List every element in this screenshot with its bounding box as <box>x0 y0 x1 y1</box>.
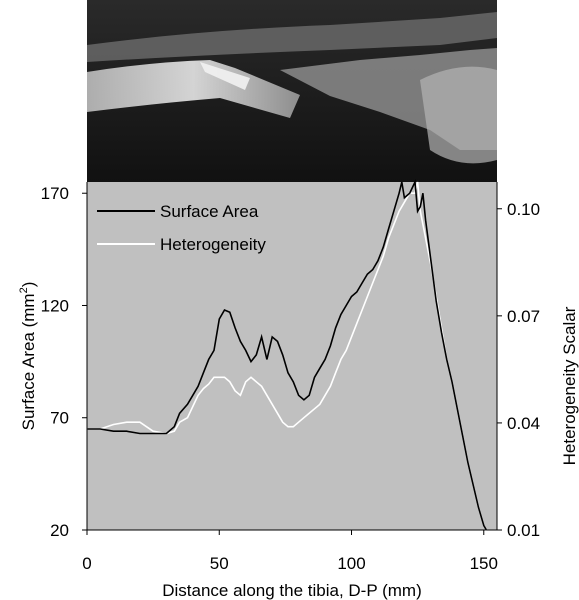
y-left-tick-label: 170 <box>41 184 69 203</box>
x-axis-label: Distance along the tibia, D-P (mm) <box>162 581 422 600</box>
y-axis-label-left-sup: 2 <box>18 287 30 293</box>
y-left-tick-label: 120 <box>41 296 69 315</box>
xray-image <box>87 0 497 182</box>
xray-bone-main <box>87 60 300 118</box>
legend: Surface Area Heterogeneity <box>97 202 266 254</box>
x-tick-label: 0 <box>82 554 91 573</box>
x-tick-label: 100 <box>337 554 365 573</box>
tick-layer: 0 50 100 150 20 70 120 170 0.01 0.04 0.07 0.10 <box>41 184 540 573</box>
series-line-heterogeneity <box>87 181 488 531</box>
y-right-tick-label: 0.01 <box>507 521 540 540</box>
x-tick-label: 150 <box>470 554 498 573</box>
plot-background <box>87 182 497 530</box>
legend-label-heterogeneity: Heterogeneity <box>160 235 266 254</box>
y-axis-label-left-main: Surface Area (mm <box>19 293 38 430</box>
y-axis-label-left: Surface Area (mm2) <box>18 282 38 431</box>
legend-label-surface-area: Surface Area <box>160 202 259 221</box>
series-layer <box>87 178 488 531</box>
xray-fracture-line <box>200 62 250 90</box>
y-axis-label-right: Heterogeneity Scalar <box>560 306 579 465</box>
series-line-surface-area <box>87 178 488 531</box>
y-right-tick-label: 0.04 <box>507 414 540 433</box>
xray-joint <box>420 66 497 164</box>
y-right-tick-label: 0.10 <box>507 200 540 219</box>
y-left-tick-label: 20 <box>50 521 69 540</box>
y-axis-label-left-close: ) <box>19 282 38 288</box>
y-left-tick-label: 70 <box>50 409 69 428</box>
xray-bone-upper <box>87 12 497 62</box>
y-right-tick-label: 0.07 <box>507 307 540 326</box>
x-tick-label: 50 <box>210 554 229 573</box>
